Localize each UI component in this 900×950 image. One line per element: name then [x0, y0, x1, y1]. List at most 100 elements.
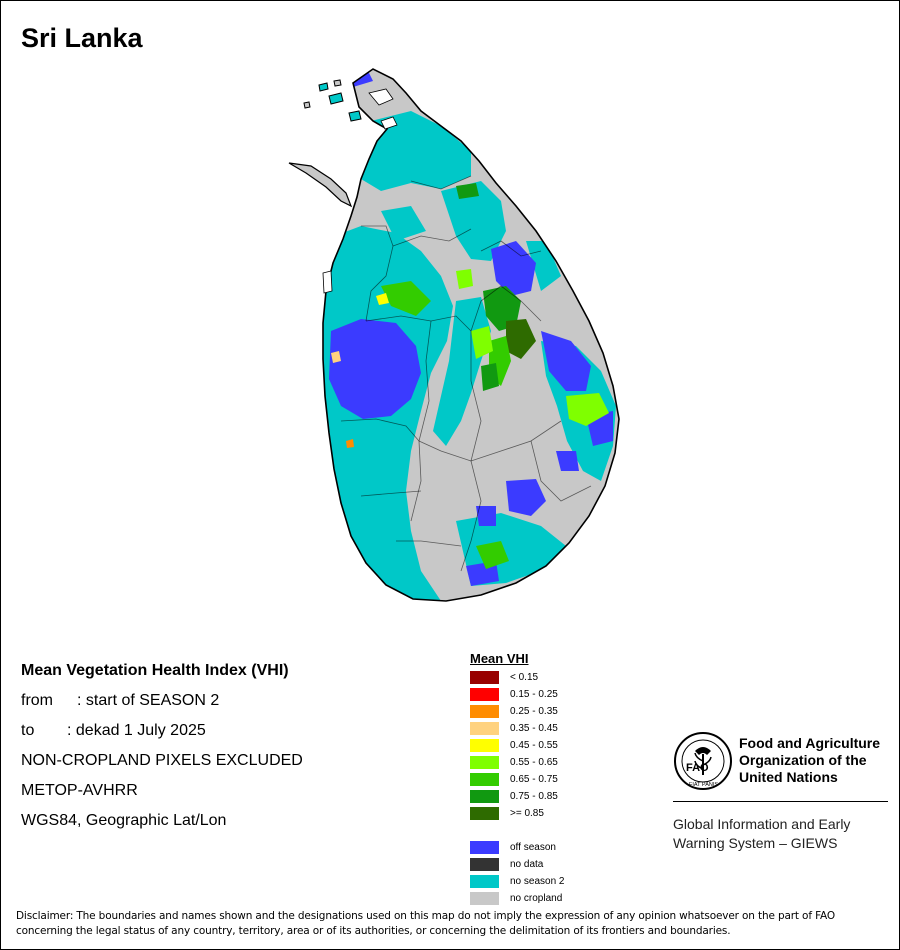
map-title: Sri Lanka [21, 23, 143, 53]
special-legend-item: no cropland [470, 890, 565, 907]
giews-line-2: Warning System – GIEWS [673, 835, 838, 851]
legend-label: no data [510, 859, 544, 870]
info-from-line: from : start of SEASON 2 [21, 686, 303, 716]
small-island [328, 92, 344, 105]
special-legend-item: off season [470, 839, 565, 856]
off-season-area [329, 319, 421, 419]
legend-swatch [470, 722, 499, 735]
vhi-class-0.75-0.85 [483, 286, 521, 331]
vhi-legend-item: >= 0.85 [470, 805, 565, 822]
from-label: from [21, 692, 53, 709]
disclaimer-line-2: concerning the legal status of any count… [16, 925, 731, 937]
vhi-class-0.35-0.45 [331, 351, 341, 363]
lagoon [322, 270, 333, 294]
legend-swatch [470, 739, 499, 752]
giews-line-1: Global Information and Early [673, 816, 851, 832]
legend-swatch [470, 671, 499, 684]
no-season-2-area [526, 241, 561, 291]
legend-classes: < 0.15 0.15 - 0.25 0.25 - 0.35 0.35 - 0.45 0… [470, 669, 565, 822]
disclaimer: Disclaimer: The boundaries and names sho… [16, 909, 886, 939]
map-info-block: Mean Vegetation Health Index (VHI) from:… [21, 656, 303, 836]
legend-label: off season [510, 842, 556, 853]
legend-label: no season 2 [510, 876, 565, 887]
vhi-class-0.75-0.85 [481, 363, 499, 391]
legend-label: 0.65 - 0.75 [510, 774, 558, 785]
org-line-3: United Nations [739, 769, 838, 785]
district-boundaries [340, 175, 592, 572]
off-season-area [556, 451, 579, 471]
legend-swatch [470, 892, 499, 905]
disclaimer-line-1: Disclaimer: The boundaries and names sho… [16, 910, 835, 922]
legend-label: 0.15 - 0.25 [510, 689, 558, 700]
legend-label: 0.25 - 0.35 [510, 706, 558, 717]
off-season-area [476, 506, 496, 526]
logo-divider [673, 801, 888, 802]
legend-title: Mean VHI [470, 651, 529, 666]
giews-name: Global Information and Early Warning Sys… [673, 815, 899, 853]
vhi-class-0.45-0.55 [376, 293, 389, 305]
vhi-legend-item: 0.55 - 0.65 [470, 754, 565, 771]
special-legend-item: no season 2 [470, 873, 565, 890]
legend-swatch [470, 756, 499, 769]
coastline [322, 68, 620, 602]
lagoon [368, 88, 394, 106]
off-season-area [541, 331, 591, 391]
org-line-2: Organization of the [739, 752, 867, 768]
vhi-class-0.65-0.75 [381, 281, 431, 316]
info-projection: WGS84, Geographic Lat/Lon [21, 812, 227, 829]
legend-label: 0.55 - 0.65 [510, 757, 558, 768]
small-island [318, 82, 329, 92]
to-label: to [21, 722, 35, 739]
legend-swatch [470, 807, 499, 820]
legend-swatch [470, 858, 499, 871]
sri-lanka-vhi-map [288, 68, 620, 602]
fao-seal-icon: FAO FIAT PANIS [674, 732, 732, 790]
from-value: : start of SEASON 2 [77, 692, 220, 709]
small-island [348, 110, 362, 122]
legend-label: 0.75 - 0.85 [510, 791, 558, 802]
vhi-legend-item: 0.35 - 0.45 [470, 720, 565, 737]
fao-organization-name: Food and Agriculture Organization of the… [739, 735, 899, 786]
small-island [303, 101, 311, 109]
special-legend-item: no data [470, 856, 565, 873]
vhi-class-0.55-0.65 [456, 269, 473, 289]
to-value: : dekad 1 July 2025 [67, 722, 206, 739]
info-cropland-note: NON-CROPLAND PIXELS EXCLUDED [21, 752, 303, 769]
legend-special-classes: off season no data no season 2 no cropland [470, 839, 565, 907]
legend-label: < 0.15 [510, 672, 539, 683]
vhi-class-0.55-0.65 [471, 326, 493, 359]
legend-label: 0.35 - 0.45 [510, 723, 558, 734]
vhi-class-0.55-0.65 [566, 393, 609, 426]
vhi-class-0.25-0.35 [346, 439, 354, 448]
vhi-legend-item: 0.65 - 0.75 [470, 771, 565, 788]
vhi-legend: Mean VHI < 0.15 0.15 - 0.25 0.25 - 0.35 0.3… [470, 651, 565, 907]
vhi-class-0.75-0.85 [456, 183, 479, 199]
seal-letters: FAO [686, 762, 709, 774]
org-line-1: Food and Agriculture [739, 735, 881, 751]
lagoon [380, 116, 398, 130]
legend-swatch [470, 705, 499, 718]
legend-label: no cropland [510, 893, 563, 904]
no-season-2-area [381, 206, 426, 241]
no-season-2-area [361, 111, 471, 191]
legend-swatch [470, 841, 499, 854]
vhi-legend-item: 0.75 - 0.85 [470, 788, 565, 805]
vhi-pixel-layer [323, 69, 616, 601]
vhi-legend-item: 0.45 - 0.55 [470, 737, 565, 754]
info-sensor: METOP-AVHRR [21, 782, 138, 799]
vhi-class-0.65-0.75 [476, 541, 509, 569]
legend-label: 0.45 - 0.55 [510, 740, 558, 751]
legend-swatch [470, 773, 499, 786]
vhi-legend-item: 0.15 - 0.25 [470, 686, 565, 703]
info-to-line: to : dekad 1 July 2025 [21, 716, 303, 746]
info-heading: Mean Vegetation Health Index (VHI) [21, 662, 289, 679]
off-season-area [506, 479, 546, 516]
legend-swatch [470, 688, 499, 701]
no-season-2-area [441, 181, 506, 261]
mannar-island [288, 162, 353, 208]
small-island [333, 79, 342, 87]
seal-motto: FIAT PANIS [689, 782, 718, 788]
vhi-class-gte-0.85 [506, 319, 536, 359]
legend-swatch [470, 790, 499, 803]
